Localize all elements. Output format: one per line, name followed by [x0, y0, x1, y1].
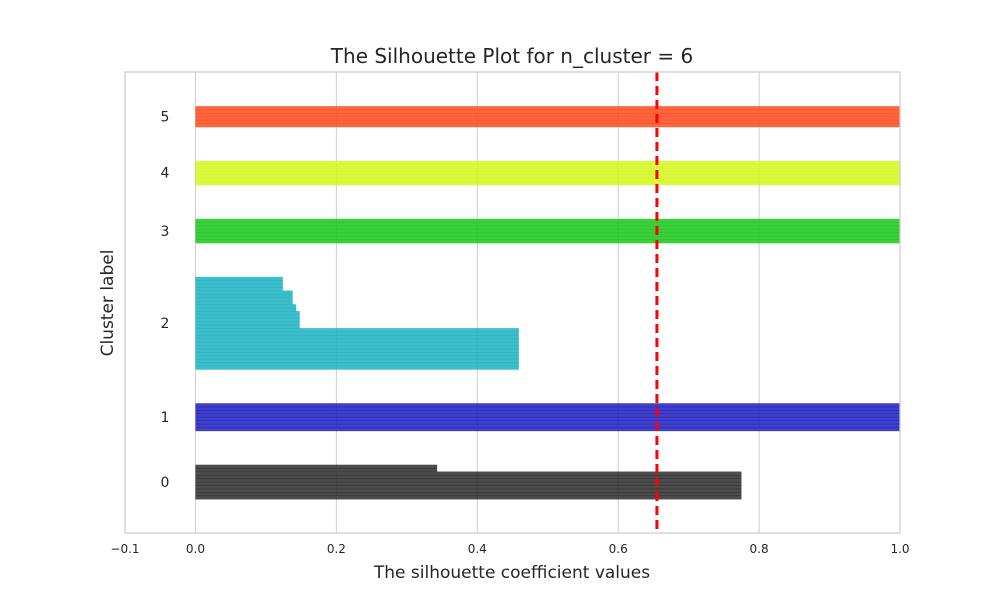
silhouette-bar-c3-s2	[195, 232, 901, 237]
silhouette-bar-c5-s1	[195, 119, 901, 124]
silhouette-bar-c0-s4	[195, 481, 742, 486]
silhouette-bar-c2-s1	[195, 362, 519, 367]
x-tick-labels: −0.1 0.0 0.2 0.4 0.6 0.8 1.0	[110, 542, 909, 556]
silhouette-bar-c0-s9	[195, 464, 438, 469]
silhouette-bar-c1-s7	[195, 403, 901, 408]
silhouette-bar-c4-s4	[195, 167, 901, 172]
silhouette-bar-c3-s3	[195, 229, 901, 234]
silhouette-bar-c2-s5	[195, 348, 519, 353]
silhouette-bar-c1-s2	[195, 420, 901, 425]
x-axis-label: The silhouette coefficient values	[373, 563, 650, 583]
silhouette-bar-c5-s3	[195, 112, 901, 117]
x-tick-label-1: 0.0	[186, 542, 205, 556]
silhouette-bar-c2-s7	[195, 341, 519, 346]
silhouette-bar-c2-s16	[195, 311, 300, 316]
silhouette-bar-c2-s24	[195, 283, 283, 288]
silhouette-bar-c2-s12	[195, 324, 300, 329]
x-tick-label-5: 0.8	[750, 542, 769, 556]
silhouette-bar-c1-s1	[195, 423, 901, 428]
x-tick-label-6: 1.0	[890, 542, 909, 556]
cluster-bars	[195, 106, 901, 500]
cluster-labels: 0 1 2 3 4 5	[161, 109, 170, 490]
silhouette-bar-c2-s4	[195, 352, 519, 357]
cluster-label-4: 4	[161, 166, 170, 182]
silhouette-bar-c5-s2	[195, 116, 901, 121]
silhouette-bar-c4-s6	[195, 160, 901, 165]
silhouette-bar-c2-s19	[195, 300, 293, 305]
cluster-label-1: 1	[161, 410, 170, 426]
silhouette-bar-c0-s2	[195, 488, 742, 493]
silhouette-bar-c4-s3	[195, 171, 901, 176]
silhouette-bar-c2-s6	[195, 345, 519, 350]
silhouette-bar-c2-s26	[195, 276, 283, 281]
silhouette-bar-c1-s5	[195, 410, 901, 415]
silhouette-bar-c3-s6	[195, 218, 901, 223]
chart-title: The Silhouette Plot for n_cluster = 6	[330, 44, 693, 68]
silhouette-bar-c2-s9	[195, 334, 519, 339]
cluster-label-3: 3	[161, 224, 170, 240]
silhouette-bar-c4-s0	[195, 181, 901, 186]
silhouette-bar-c2-s21	[195, 293, 293, 298]
silhouette-bar-c0-s1	[195, 492, 742, 497]
silhouette-bar-c0-s8	[195, 468, 438, 473]
silhouette-bar-c0-s3	[195, 485, 742, 490]
silhouette-bar-c2-s14	[195, 317, 300, 322]
cluster-label-0: 0	[161, 475, 170, 491]
silhouette-bar-c2-s25	[195, 280, 283, 285]
silhouette-bar-c0-s0	[195, 495, 742, 500]
silhouette-bar-c3-s4	[195, 225, 901, 230]
silhouette-bar-c4-s5	[195, 164, 901, 169]
silhouette-bar-c3-s1	[195, 235, 901, 240]
x-tick-label-2: 0.2	[327, 542, 346, 556]
silhouette-bar-c2-s23	[195, 287, 283, 292]
silhouette-bar-c1-s0	[195, 427, 901, 432]
y-axis-label: Cluster label	[98, 250, 118, 357]
silhouette-bar-c2-s0	[195, 365, 519, 370]
silhouette-bar-c3-s5	[195, 222, 901, 227]
silhouette-bar-c5-s0	[195, 123, 901, 128]
silhouette-bar-c3-s0	[195, 239, 901, 244]
silhouette-bar-c0-s7	[195, 471, 742, 476]
silhouette-bar-c0-s5	[195, 478, 742, 483]
silhouette-bar-c2-s11	[195, 328, 519, 333]
silhouette-bar-c2-s2	[195, 358, 519, 363]
silhouette-bar-c2-s18	[195, 304, 297, 309]
silhouette-bar-c2-s3	[195, 355, 519, 360]
plot-frame	[124, 71, 901, 534]
silhouette-bar-c1-s4	[195, 413, 901, 418]
silhouette-bar-c0-s6	[195, 474, 742, 479]
cluster-label-2: 2	[161, 316, 170, 332]
silhouette-bar-c4-s1	[195, 177, 901, 182]
silhouette-bar-c1-s3	[195, 416, 901, 421]
cluster-label-5: 5	[161, 109, 170, 125]
silhouette-bar-c4-s2	[195, 174, 901, 179]
silhouette-bar-c2-s22	[195, 290, 293, 295]
silhouette-bar-c2-s17	[195, 307, 297, 312]
silhouette-bar-c2-s20	[195, 297, 293, 302]
x-tick-label-0: −0.1	[110, 542, 139, 556]
x-tick-label-3: 0.4	[468, 542, 487, 556]
silhouette-bar-c2-s15	[195, 314, 300, 319]
x-tick-label-4: 0.6	[609, 542, 628, 556]
silhouette-bar-c1-s6	[195, 406, 901, 411]
silhouette-bar-c2-s10	[195, 331, 519, 336]
silhouette-bar-c2-s8	[195, 338, 519, 343]
silhouette-bar-c2-s13	[195, 321, 300, 326]
silhouette-bar-c5-s4	[195, 109, 901, 114]
silhouette-bar-c5-s5	[195, 106, 901, 111]
